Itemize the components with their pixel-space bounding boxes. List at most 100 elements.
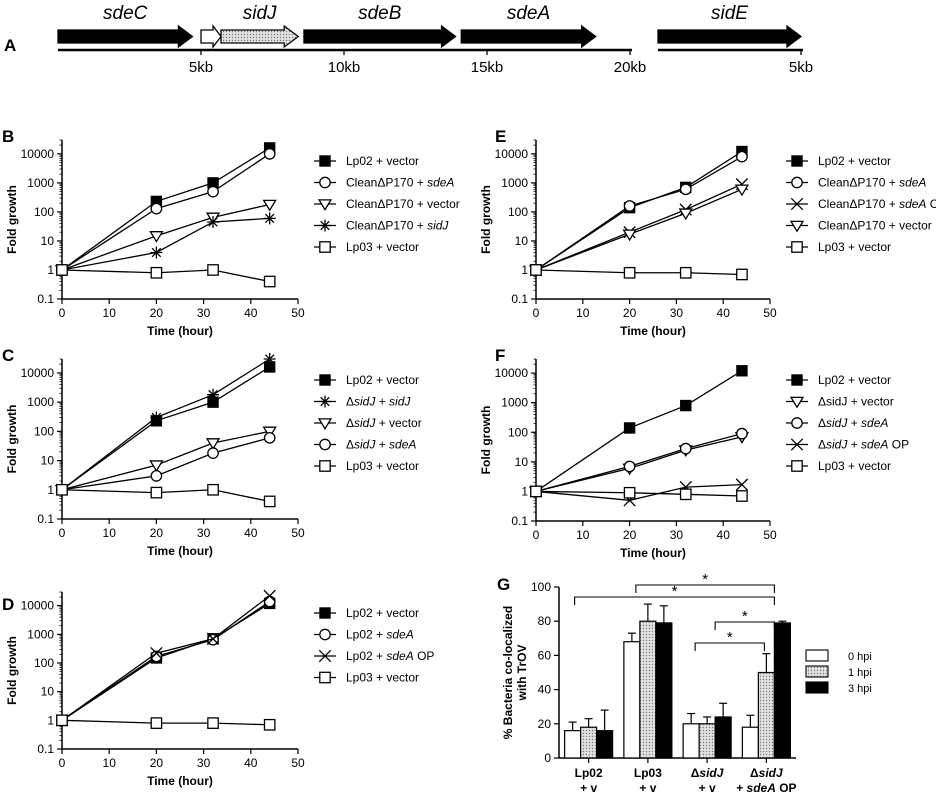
- y-tick-label: 80: [538, 614, 552, 628]
- chart-panel-b: B 0.1 1 10 100 1000 10000 0 10 20 30 40 50 Time (hour…: [2, 127, 460, 338]
- x-tick-label: 50: [291, 306, 305, 320]
- panel-letter-c: C: [2, 346, 14, 365]
- gene-label-sdeB: sdeB: [358, 3, 402, 24]
- series-line-0: [61, 602, 271, 721]
- data-point-1-3: [263, 353, 276, 365]
- y-tick-label: 1000: [27, 395, 54, 409]
- legend-marker-4: [791, 460, 803, 472]
- category-label-0-line1: Lp02: [575, 766, 603, 780]
- series-line-1: [535, 156, 743, 271]
- legend-marker-2: [318, 649, 332, 663]
- data-point-4-3: [736, 268, 748, 281]
- x-tick-label: 10: [103, 526, 117, 540]
- data-point-4-0: [530, 485, 542, 498]
- data-point-3-3: [263, 431, 276, 444]
- y-tick-label: 1000: [501, 176, 528, 190]
- legend-marker-4: [791, 241, 803, 253]
- series-line-1: [535, 436, 743, 493]
- y-tick-label: 1: [521, 263, 528, 277]
- series-line-1: [61, 600, 271, 721]
- y-tick-label: 1: [521, 484, 528, 498]
- panel-letter-e: E: [495, 127, 506, 146]
- x-tick-label: 40: [244, 526, 258, 540]
- category-label-1-line2: + v: [639, 781, 656, 795]
- data-point-3-3: [263, 718, 276, 731]
- y-axis-label-line-1: with TrOV: [515, 644, 529, 701]
- data-point-4-0: [56, 264, 68, 276]
- x-tick-label: 0: [533, 528, 540, 542]
- legend-label-0: Lp02 + vector: [346, 154, 419, 168]
- series-line-1: [61, 358, 271, 491]
- y-tick-label: 10000: [21, 147, 55, 161]
- legend-marker-3: [319, 219, 331, 232]
- data-point-2-2: [205, 438, 221, 450]
- legend-label-2: ΔsidJ + vector: [346, 416, 422, 430]
- bar-0-1: [580, 726, 598, 759]
- legend-marker-0: [319, 374, 331, 386]
- bar-0-2: [596, 730, 614, 759]
- legend-label-1: 1 hpi: [848, 667, 872, 679]
- significance-bracket-0: [574, 596, 775, 605]
- data-point-3-2: [678, 208, 693, 221]
- significance-label-2: *: [742, 608, 748, 625]
- x-axis-label: Time (hour): [620, 546, 686, 560]
- data-point-2-3: [263, 589, 276, 603]
- legend-swatch-0: [805, 649, 829, 662]
- series-line-0: [61, 147, 271, 271]
- legend-marker-0: [791, 155, 803, 167]
- y-tick-label: 0.1: [37, 742, 54, 756]
- gene-arrow-sdeA: [460, 24, 597, 49]
- x-tick-label: 30: [197, 306, 211, 320]
- data-point-0-2: [680, 399, 692, 412]
- x-tick-label: 20: [150, 526, 164, 540]
- legend-marker-3: [319, 438, 331, 451]
- data-point-2-1: [149, 231, 164, 243]
- gene-label-sdeA: sdeA: [507, 3, 550, 24]
- y-tick-label: 0.1: [37, 512, 54, 526]
- y-tick-label: 10000: [495, 366, 529, 380]
- legend-marker-1: [319, 176, 331, 189]
- legend-label-2: ΔsidJ + sdeA: [818, 416, 888, 430]
- legend-marker-2: [790, 197, 804, 211]
- x-axis-label: Time (hour): [147, 774, 213, 788]
- bar-1-1: [639, 620, 657, 759]
- data-point-3-1: [150, 469, 163, 482]
- data-point-4-2: [207, 483, 219, 496]
- bar-1-0: [623, 641, 641, 759]
- x-tick-label: 30: [670, 528, 684, 542]
- y-tick-label: 100: [531, 580, 551, 594]
- category-label-2-line1: ΔsidJ: [691, 766, 724, 780]
- y-tick-label: 100: [508, 205, 528, 219]
- data-point-4-1: [623, 266, 636, 279]
- scale-label-3: 20kb: [614, 59, 647, 76]
- bar-3-1: [757, 671, 775, 759]
- data-point-3-1: [150, 246, 163, 259]
- x-tick-label: 40: [244, 756, 258, 770]
- legend-label-0: 0 hpi: [848, 651, 872, 663]
- x-tick-label: 0: [533, 306, 540, 320]
- data-point-2-2: [679, 442, 692, 455]
- data-point-3-3: [263, 212, 276, 225]
- x-tick-label: 10: [576, 528, 590, 542]
- data-point-1-3: [263, 148, 276, 160]
- bar-1-2: [655, 622, 673, 759]
- series-line-2: [535, 183, 743, 271]
- legend-label-0: Lp02 + vector: [346, 606, 419, 620]
- data-point-3-2: [207, 447, 219, 459]
- data-point-3-0: [56, 714, 68, 727]
- y-tick-label: 10: [41, 454, 55, 468]
- chart-panel-e: E 0.1 1 10 100 1000 10000 0 10 20 30 40 50 Time (hour…: [479, 127, 936, 338]
- y-tick-label: 0.1: [511, 514, 528, 528]
- scale-label-4: 5kb: [789, 59, 813, 76]
- series-line-0: [535, 151, 743, 271]
- gene-arrow-sdeC: [57, 24, 194, 49]
- category-label-3-line1: ΔsidJ: [750, 766, 783, 780]
- y-tick-label: 10: [515, 234, 529, 248]
- x-tick-label: 30: [197, 756, 211, 770]
- legend-swatch-2: [805, 681, 829, 694]
- significance-label-0: *: [672, 583, 678, 600]
- significance-label-1: *: [702, 571, 708, 588]
- panel-letter-a: A: [4, 36, 16, 55]
- legend-label-1: Lp02 + sdeA: [346, 628, 414, 642]
